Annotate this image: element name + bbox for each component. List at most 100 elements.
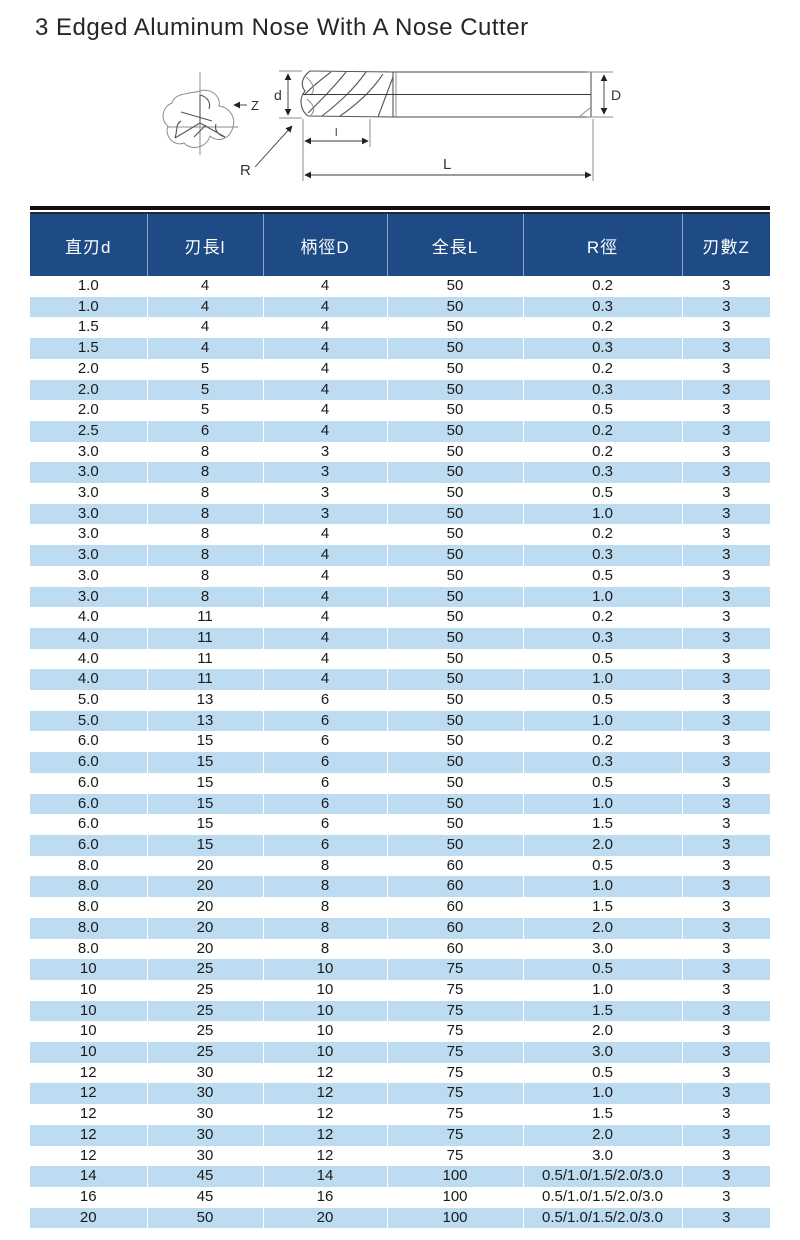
- spec-table-body: 1.0 4 4 50 0.2 3 1.0 4 4 50 0.3 3 1.5 4 4 50 0.2 3 1.5 4 4 50…: [30, 276, 770, 1229]
- table-cell: 25: [147, 1042, 264, 1063]
- table-cell: 4: [147, 317, 264, 339]
- table-cell: 3: [722, 525, 731, 543]
- table-cell: 50: [387, 752, 524, 773]
- table-cell: 3.0: [30, 565, 148, 587]
- table-row: 12 30 12 75 3.0 3: [30, 1145, 770, 1167]
- table-cell: 3: [722, 1187, 731, 1205]
- column-header-d: 直刃d: [30, 214, 148, 276]
- table-cell: 12: [263, 1062, 388, 1084]
- table-cell: 3: [682, 338, 770, 359]
- table-row: 8.0 20 8 60 1.0 3: [30, 876, 770, 898]
- table-cell: 4: [263, 565, 388, 587]
- table-cell: 3: [682, 959, 770, 980]
- table-cell: 13: [147, 690, 264, 711]
- table-cell: 30: [147, 1062, 264, 1084]
- table-cell: 4: [263, 358, 388, 380]
- table-cell: 1.0: [523, 979, 683, 1001]
- table-cell: 50: [387, 338, 524, 359]
- table-row: 20 50 20 100 0.5/1.0/1.5/2.0/3.0 3: [30, 1207, 770, 1229]
- table-cell: 50: [387, 772, 524, 794]
- table-cell: 8: [147, 503, 264, 525]
- table-cell: 75: [387, 1021, 524, 1043]
- table-cell: 4: [147, 296, 264, 318]
- column-header-shank-diameter: 柄徑D: [263, 214, 388, 276]
- table-cell: 8: [263, 855, 388, 877]
- table-row: 1.5 4 4 50 0.3 3: [30, 338, 770, 359]
- table-cell: 3: [722, 359, 731, 377]
- table-cell: 5.0: [30, 690, 148, 711]
- table-row: 10 25 10 75 3.0 3: [30, 1042, 770, 1063]
- table-cell: 3: [722, 318, 731, 336]
- table-row: 8.0 20 8 60 0.5 3: [30, 855, 770, 877]
- table-cell: 8.0: [30, 917, 148, 939]
- table-cell: 5: [147, 379, 264, 401]
- dimension-l: l: [302, 119, 371, 147]
- table-cell: 50: [387, 296, 524, 318]
- dimension-label-D: D: [611, 87, 621, 103]
- table-cell: 50: [387, 793, 524, 815]
- table-cell: 3: [722, 649, 731, 667]
- table-cell: 5.0: [30, 710, 148, 732]
- table-cell: 8.0: [30, 876, 148, 898]
- table-cell: 3: [722, 691, 731, 709]
- table-cell: 16: [30, 1186, 148, 1208]
- table-cell: 5: [147, 400, 264, 421]
- table-cell: 3.0: [30, 524, 148, 546]
- table-cell: 14: [30, 1166, 148, 1187]
- table-cell: 10: [263, 1000, 388, 1022]
- table-cell: 11: [147, 669, 264, 691]
- table-cell: 75: [387, 1000, 524, 1022]
- table-row: 6.0 15 6 50 1.5 3: [30, 814, 770, 835]
- table-cell: 3: [722, 566, 731, 584]
- table-cell: 3: [682, 1083, 770, 1105]
- table-cell: 4: [147, 276, 264, 297]
- table-cell: 2.0: [523, 1124, 683, 1146]
- dimension-D: D: [587, 71, 621, 118]
- table-cell: 6.0: [30, 814, 148, 835]
- table-cell: 100: [387, 1186, 524, 1208]
- table-cell: 20: [263, 1207, 388, 1229]
- table-cell: 50: [387, 379, 524, 401]
- table-cell: 50: [387, 317, 524, 339]
- table-cell: 50: [387, 648, 524, 670]
- table-cell: 1.0: [523, 503, 683, 525]
- table-cell: 8: [263, 897, 388, 918]
- table-cell: 3: [722, 277, 731, 294]
- table-cell: 3.0: [30, 586, 148, 608]
- table-cell: 11: [147, 607, 264, 628]
- table-cell: 0.3: [523, 627, 683, 649]
- table-cell: 12: [30, 1145, 148, 1167]
- table-cell: 50: [387, 400, 524, 421]
- table-cell: 4: [263, 545, 388, 566]
- table-cell: 4: [263, 648, 388, 670]
- column-header-overall-length: 全長L: [387, 214, 524, 276]
- table-cell: 50: [387, 690, 524, 711]
- table-cell: 10: [30, 979, 148, 1001]
- table-cell: 6: [263, 793, 388, 815]
- table-cell: 50: [387, 627, 524, 649]
- table-cell: 3: [682, 710, 770, 732]
- table-cell: 6.0: [30, 772, 148, 794]
- table-cell: 6: [147, 420, 264, 442]
- table-cell: 3: [682, 627, 770, 649]
- table-cell: 3.0: [523, 938, 683, 960]
- table-cell: 30: [147, 1104, 264, 1125]
- table-cell: 10: [263, 959, 388, 980]
- table-row: 10 25 10 75 1.5 3: [30, 1000, 770, 1022]
- column-header-radius: R徑: [523, 214, 683, 276]
- table-cell: 3: [722, 856, 731, 874]
- table-cell: 8: [147, 462, 264, 484]
- table-cell: 1.5: [523, 1000, 683, 1022]
- table-cell: 75: [387, 959, 524, 980]
- table-cell: 1.0: [30, 276, 148, 297]
- table-cell: 3.0: [30, 483, 148, 504]
- table-cell: 3: [682, 420, 770, 442]
- table-cell: 45: [147, 1186, 264, 1208]
- table-row: 12 30 12 75 1.5 3: [30, 1104, 770, 1125]
- table-row: 2.5 6 4 50 0.2 3: [30, 420, 770, 442]
- table-cell: 3: [722, 484, 731, 502]
- table-cell: 8: [147, 441, 264, 463]
- table-cell: 50: [387, 669, 524, 691]
- table-row: 2.0 5 4 50 0.3 3: [30, 379, 770, 401]
